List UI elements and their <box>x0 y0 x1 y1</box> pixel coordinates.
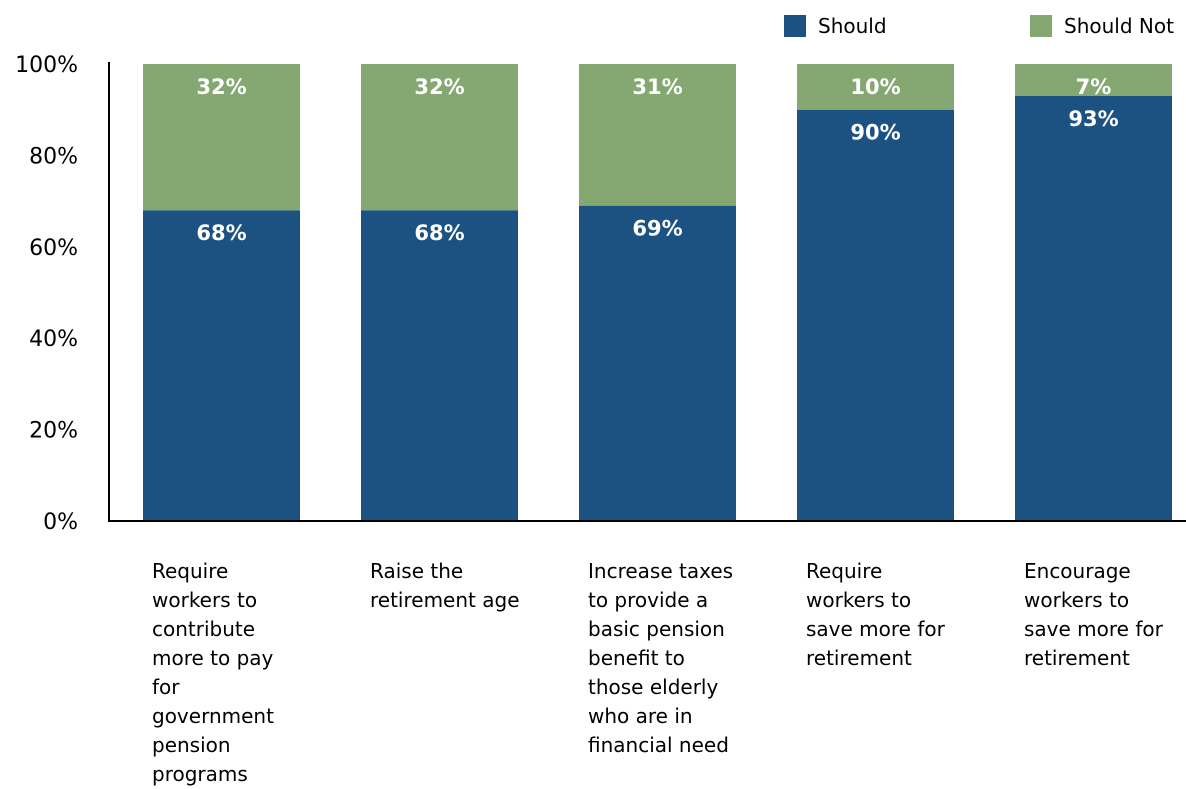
stacked-bar-chart: 0% 20% 40% 60% 80% 100% 68% 32% 68% 32% 69% 31% 90%… <box>15 53 1186 535</box>
legend-should-not: Should Not <box>1030 12 1174 40</box>
bar-segment-should <box>143 210 300 522</box>
bar-data-label: 31% <box>632 75 682 99</box>
bar-data-label: 32% <box>196 75 246 99</box>
bar-segment-should <box>1015 95 1172 522</box>
bars <box>143 64 1172 522</box>
legend-swatch-should-not <box>1030 15 1052 37</box>
bar-data-label: 90% <box>850 121 900 145</box>
legend-label-should-not: Should Not <box>1064 14 1174 38</box>
bar-segment-should-not <box>1015 64 1172 96</box>
bar-segment-should-not <box>361 64 518 211</box>
bar-data-label: 68% <box>414 221 464 245</box>
bar-segment-should-not <box>797 64 954 110</box>
y-tick-label: 80% <box>29 144 78 169</box>
y-tick-label: 40% <box>29 327 78 352</box>
legend-swatch-should <box>784 15 806 37</box>
bar-data-label: 69% <box>632 217 682 241</box>
x-category-label: Raise the retirement age <box>370 559 520 612</box>
y-tick-label: 20% <box>29 419 78 444</box>
bar-segment-should <box>579 205 736 522</box>
x-category-label: Increase taxes to provide a basic pensio… <box>588 559 734 757</box>
bar-segment-should <box>361 210 518 522</box>
legend-label-should: Should <box>818 14 887 38</box>
bar-data-label: 10% <box>850 75 900 99</box>
bar-data-label: 7% <box>1076 75 1112 99</box>
x-category-label: Encourage workers to save more for retir… <box>1024 559 1163 670</box>
bar-data-label: 93% <box>1068 107 1118 131</box>
legend-should: Should <box>784 12 887 40</box>
y-tick-label: 100% <box>15 53 78 78</box>
bar-data-label: 68% <box>196 221 246 245</box>
y-axis-ticks: 0% 20% 40% 60% 80% 100% <box>15 53 78 535</box>
x-category-label: Require workers to save more for retirem… <box>806 559 945 670</box>
bar-data-labels: 68% 32% 68% 32% 69% 31% 90% 10% 93% 7% <box>196 75 1118 245</box>
y-tick-label: 60% <box>29 236 78 261</box>
y-tick-label: 0% <box>43 510 78 535</box>
x-category-label: Require workers to contribute more to pa… <box>152 559 274 786</box>
bar-segment-should <box>797 109 954 521</box>
bar-segment-should-not <box>579 64 736 206</box>
bar-data-label: 32% <box>414 75 464 99</box>
bar-segment-should-not <box>143 64 300 211</box>
